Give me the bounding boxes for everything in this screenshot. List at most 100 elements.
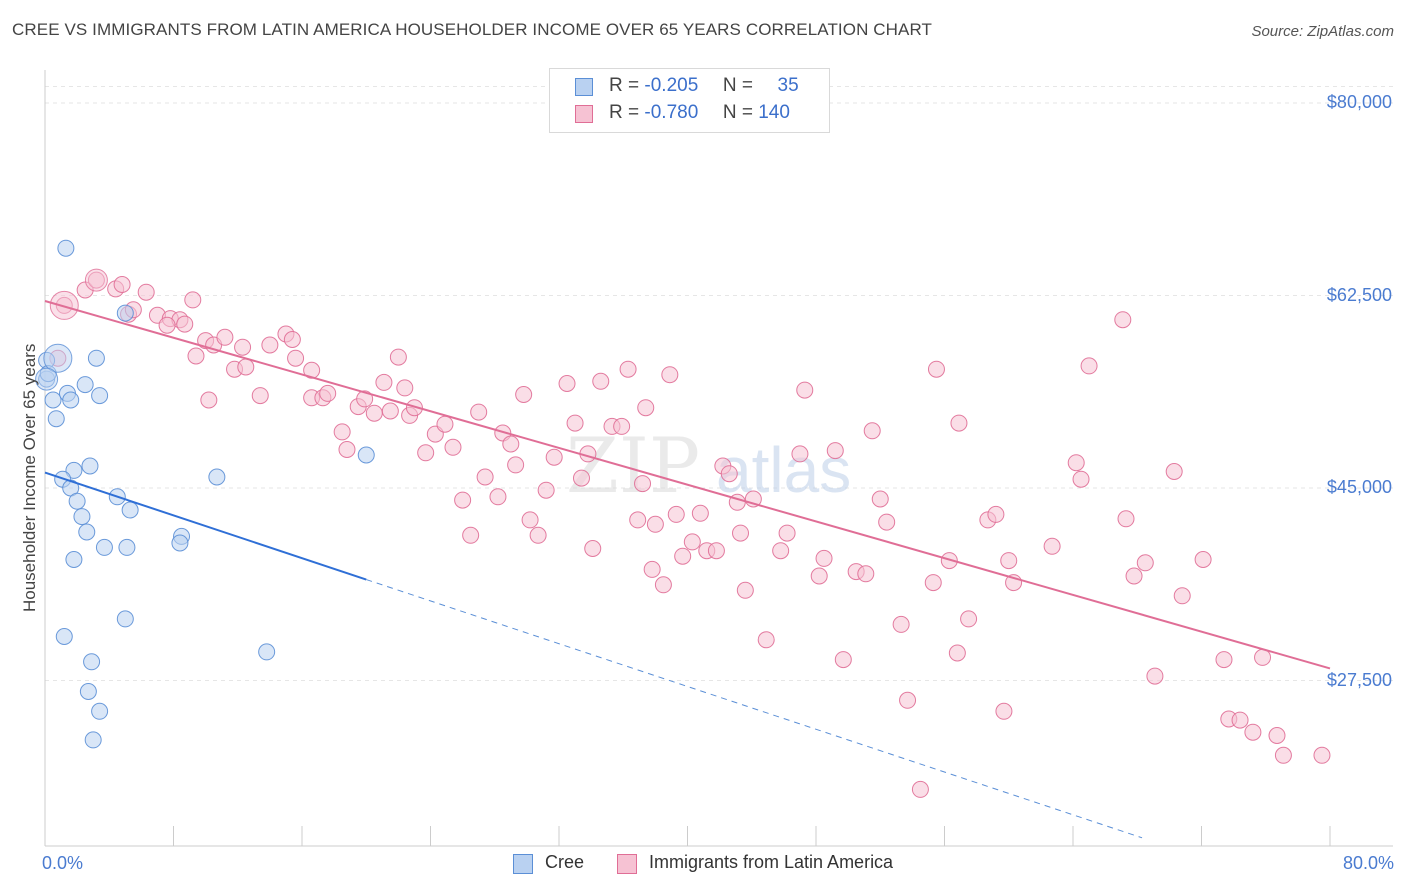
latin-america-point xyxy=(1114,311,1132,329)
cree-points xyxy=(35,239,375,749)
latin-america-point xyxy=(1136,554,1154,572)
chart-title: CREE VS IMMIGRANTS FROM LATIN AMERICA HO… xyxy=(12,20,933,39)
latin-america-point xyxy=(572,469,590,487)
latin-america-point xyxy=(319,384,337,402)
latin-america-point xyxy=(826,442,844,460)
latin-america-point xyxy=(365,404,383,422)
latin-america-point xyxy=(629,511,647,529)
latin-america-point xyxy=(791,445,809,463)
latin-america-point xyxy=(960,610,978,628)
latin-america-point xyxy=(1268,727,1286,744)
latin-america-point xyxy=(948,644,966,662)
bottom-legend-label-latin-america: Immigrants from Latin America xyxy=(649,852,894,872)
latin-america-point xyxy=(234,338,252,356)
cree-point xyxy=(73,508,91,526)
cree-point xyxy=(76,376,94,394)
bottom-legend-swatch-latin-america xyxy=(617,854,637,874)
cree-point xyxy=(57,239,75,257)
latin-america-point xyxy=(857,565,875,583)
latin-america-point xyxy=(566,414,584,432)
cree-point xyxy=(47,410,65,428)
watermark-zip: ZIP xyxy=(566,421,700,510)
latin-america-point xyxy=(720,465,738,483)
latin-america-point xyxy=(521,511,539,529)
latin-america-point xyxy=(454,491,472,509)
latin-america-point xyxy=(584,540,602,557)
latin-america-point xyxy=(375,373,393,391)
latin-america-point xyxy=(545,448,563,466)
cree-point xyxy=(91,702,109,720)
latin-america-point xyxy=(1125,567,1143,585)
latin-america-point xyxy=(707,542,725,560)
latin-america-point xyxy=(834,651,852,669)
latin-america-point xyxy=(654,576,672,594)
cree-point xyxy=(35,367,59,391)
latin-america-point xyxy=(476,468,494,486)
latin-america-point xyxy=(772,542,790,560)
latin-america-point xyxy=(436,415,454,433)
latin-america-point xyxy=(810,567,828,585)
legend-r-value-cree: -0.205 xyxy=(644,75,699,96)
latin-america-point xyxy=(1194,551,1212,568)
latin-america-point xyxy=(1080,357,1098,375)
latin-america-point xyxy=(1067,454,1085,472)
latin-america-point xyxy=(661,366,679,384)
legend-n-value-cree: 35 xyxy=(777,75,799,96)
legend-r-label: R = xyxy=(609,75,640,96)
latin-america-point xyxy=(674,547,692,565)
latin-america-point xyxy=(381,402,399,420)
latin-america-point xyxy=(736,581,754,599)
latin-america-point xyxy=(892,615,910,633)
latin-america-point xyxy=(643,560,661,578)
latin-america-point xyxy=(1254,648,1272,666)
latin-america-point xyxy=(216,328,234,346)
cree-point xyxy=(116,610,134,628)
legend-r-label: R = xyxy=(609,102,640,123)
latin-america-point xyxy=(924,574,942,592)
y-tick-label: $27,500 xyxy=(1326,669,1392,690)
cree-point xyxy=(121,501,139,519)
legend-r-value-latin-america: -0.780 xyxy=(644,102,699,123)
latin-america-point xyxy=(187,347,205,365)
bottom-legend-swatch-cree xyxy=(513,854,533,874)
latin-america-point xyxy=(389,348,407,366)
cree-point xyxy=(78,523,96,541)
legend-n-value-latin-america: 140 xyxy=(758,102,790,123)
latin-america-point xyxy=(757,631,775,649)
latin-america-point xyxy=(592,372,610,390)
cree-point xyxy=(43,343,73,373)
latin-america-point xyxy=(1165,463,1183,480)
latin-america-point xyxy=(287,349,305,367)
trend-lines xyxy=(44,300,1331,839)
cree-point xyxy=(95,538,113,556)
cree-point xyxy=(83,653,101,671)
legend-swatch-latin-america xyxy=(575,105,593,123)
latin-america-point xyxy=(927,360,945,378)
cree-point xyxy=(118,538,136,556)
latin-america-point xyxy=(683,533,701,551)
y-tick-label: $62,500 xyxy=(1326,284,1392,305)
cree-point xyxy=(258,643,276,661)
latin-america-point xyxy=(396,379,414,397)
latin-america-point xyxy=(1244,723,1262,741)
latin-america-point xyxy=(113,276,131,293)
chart-source: Source: ZipAtlas.com xyxy=(1251,23,1394,40)
latin-america-point xyxy=(49,290,79,320)
cree-point xyxy=(62,391,80,409)
latin-america-point xyxy=(338,441,356,458)
latin-america-point xyxy=(444,438,462,456)
latin-america-point xyxy=(251,387,269,405)
latin-america-point xyxy=(667,505,685,523)
y-tick-label: $45,000 xyxy=(1326,477,1392,497)
latin-america-point xyxy=(911,780,929,798)
stats-legend: R = -0.205 N = 35 R = -0.780 N = 140 xyxy=(549,68,830,133)
latin-america-point xyxy=(200,391,218,409)
latin-america-point xyxy=(778,524,796,542)
latin-america-point xyxy=(137,283,155,301)
latin-america-point xyxy=(950,414,968,432)
latin-america-point xyxy=(871,490,889,508)
cree-trend-line-extension xyxy=(366,579,1143,839)
latin-america-point xyxy=(184,291,202,309)
latin-america-point xyxy=(84,268,108,292)
